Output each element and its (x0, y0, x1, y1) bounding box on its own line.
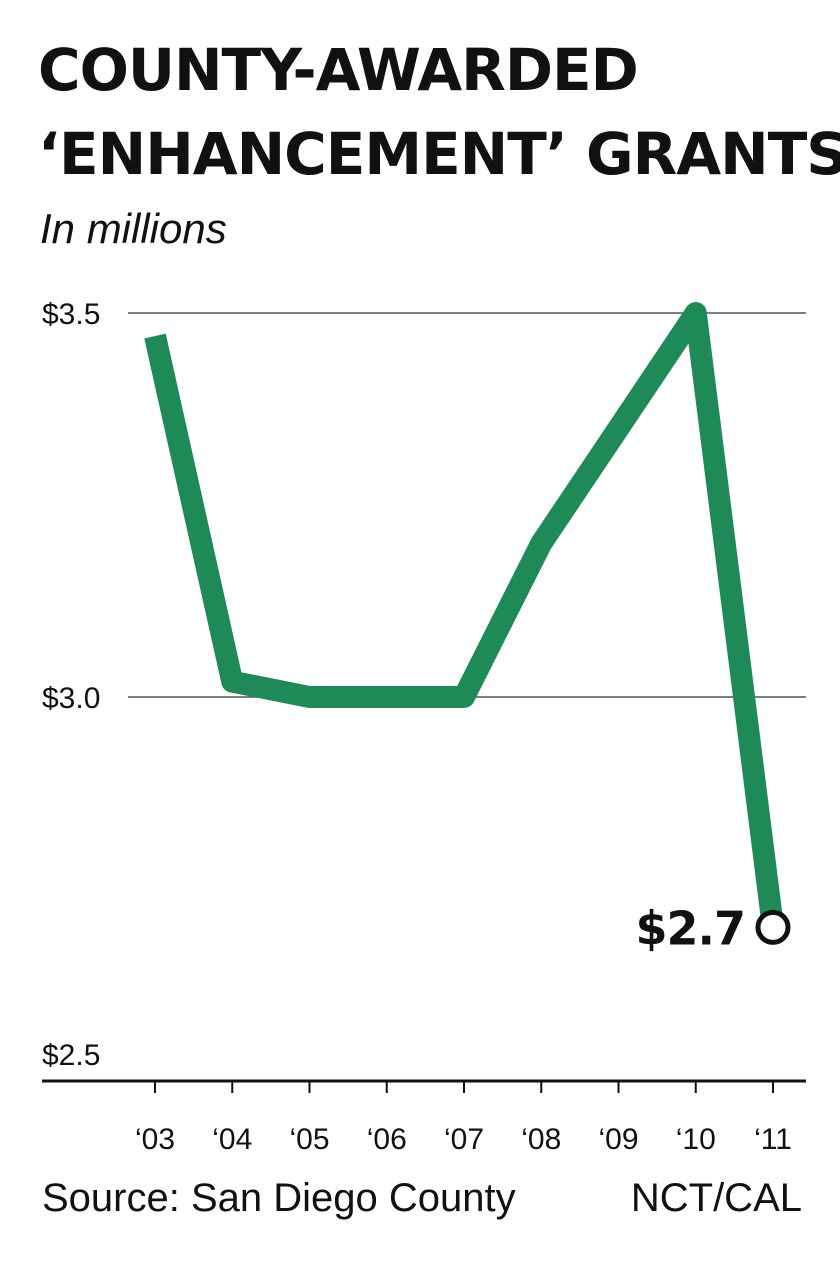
data-point-0 (154, 335, 156, 337)
credit-note: NCT/CAL (630, 1176, 802, 1220)
data-point-3 (386, 696, 388, 698)
y-tick-label-1: $3.0 (42, 682, 100, 715)
source-note: Source: San Diego County (42, 1176, 516, 1220)
series-line-0 (144, 302, 784, 929)
x-tick-label-3: ‘06 (367, 1123, 407, 1156)
x-axis-tick-labels: ‘03 ‘04 ‘05 ‘06 ‘07 ‘08 ‘09 ‘10 ‘11 (135, 1081, 792, 1156)
data-point-6 (618, 427, 620, 429)
end-value-label: $2.7 (636, 901, 746, 955)
end-point-marker (755, 909, 791, 945)
chart-subtitle: In millions (40, 205, 227, 252)
data-point-2 (309, 696, 311, 698)
chart-title-line-2: ‘ENHANCEMENT’ GRANTS (38, 120, 840, 188)
data-point-7 (695, 312, 697, 314)
y-tick-label-2: $2.5 (42, 1039, 100, 1072)
y-axis-tick-labels: $3.5 $3.0 $2.5 (42, 298, 100, 1072)
x-tick-label-4: ‘07 (444, 1123, 484, 1156)
chart-title: COUNTY-AWARDED ‘ENHANCEMENT’ GRANTS (38, 28, 840, 196)
x-tick-label-0: ‘03 (135, 1123, 175, 1156)
data-point-5 (540, 542, 542, 544)
x-tick-label-2: ‘05 (289, 1123, 329, 1156)
y-tick-label-0: $3.5 (42, 298, 100, 331)
data-point-4 (463, 696, 465, 698)
annotations: $2.7 (636, 901, 791, 955)
series-layer (144, 302, 784, 929)
x-tick-label-8: ‘11 (754, 1123, 792, 1156)
data-point-1 (231, 681, 233, 683)
x-tick-label-7: ‘10 (676, 1123, 716, 1156)
chart-title-line-1: COUNTY-AWARDED (38, 36, 639, 104)
x-tick-label-6: ‘09 (598, 1123, 638, 1156)
x-tick-label-1: ‘04 (212, 1123, 252, 1156)
x-tick-label-5: ‘08 (521, 1123, 561, 1156)
